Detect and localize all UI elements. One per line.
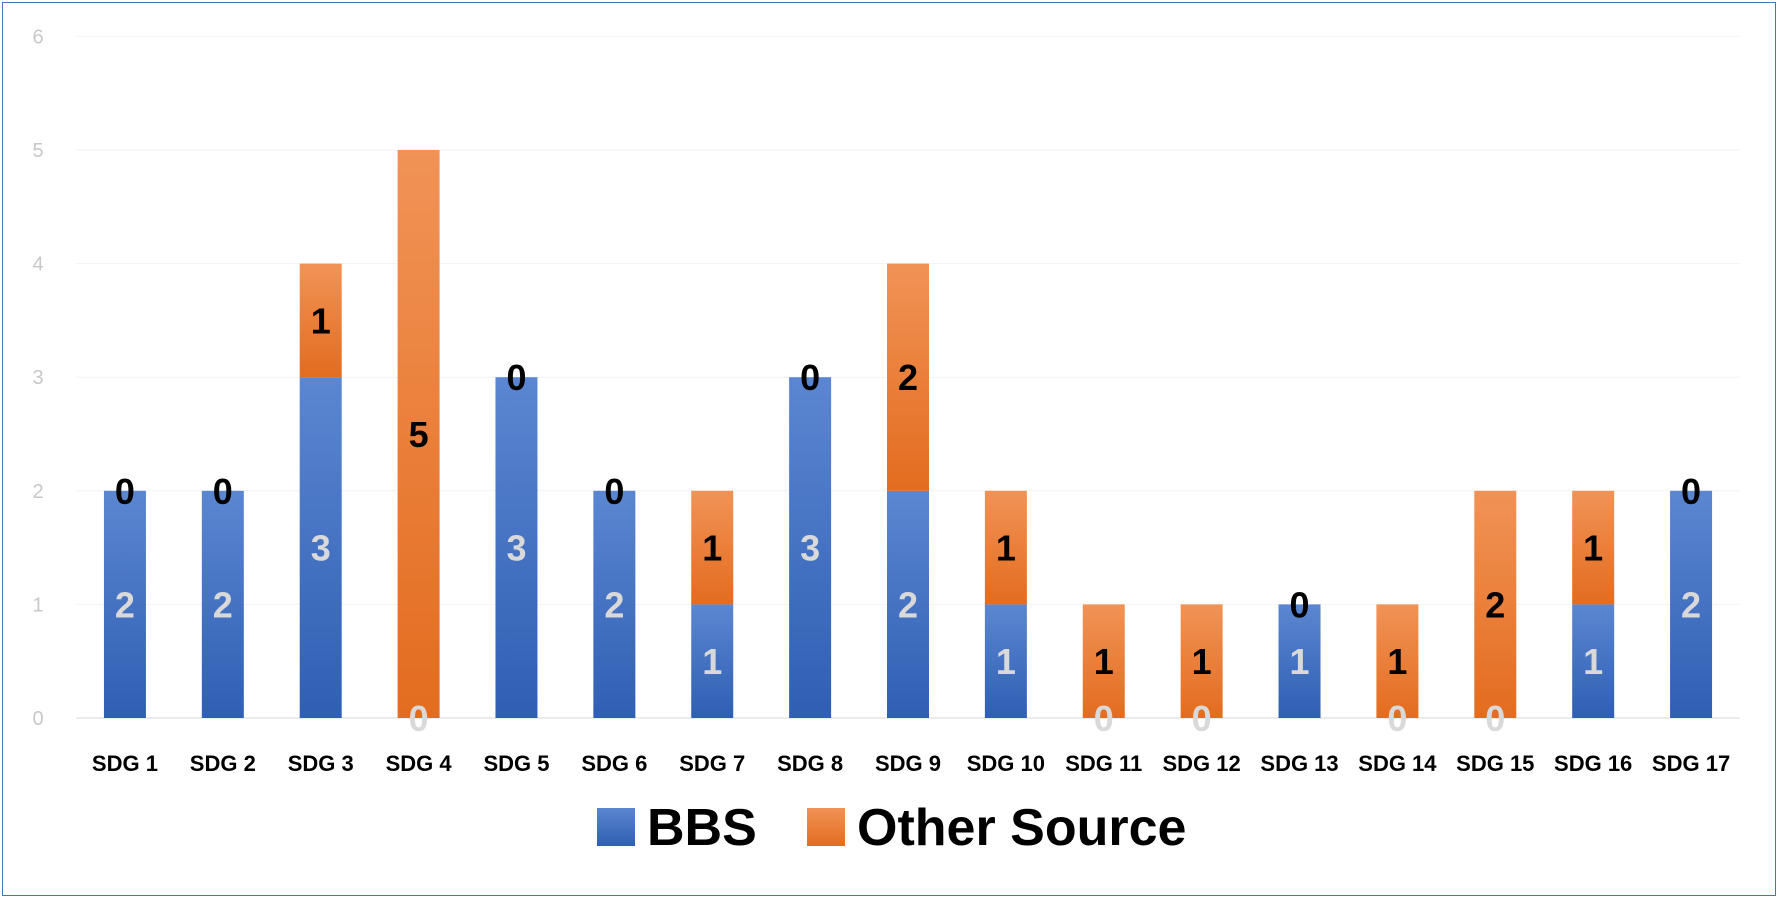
bars: [103, 150, 1713, 718]
data-label-bbs: 0: [1192, 698, 1212, 739]
legend-swatch-bbs: [597, 808, 635, 846]
data-label-other-source: 2: [898, 357, 918, 398]
data-label-bbs: 1: [1583, 641, 1603, 682]
bar-bbs: [1670, 490, 1713, 718]
bar-bbs: [887, 490, 929, 718]
bar-bbs: [593, 490, 636, 718]
bar-other-source: [397, 150, 440, 718]
legend-swatch-other-source: [807, 808, 845, 846]
data-label-bbs: 1: [1290, 641, 1310, 682]
data-labels: 2 0 2 0 3 1 0 5 3 0 2 0 1 1 3 0 2 2 1 1 0 1 0 1 1 0 0 1 0 2 1 1 2 0: [115, 300, 1701, 739]
legend: BBS Other Source: [597, 799, 1186, 857]
legend-label-bbs: BBS: [647, 799, 757, 857]
data-label-bbs: 2: [213, 584, 233, 625]
data-label-bbs: 2: [604, 584, 624, 625]
data-label-bbs: 1: [702, 641, 722, 682]
y-axis-ticks: 0 1 2 3 4 5 6: [32, 26, 43, 730]
data-label-bbs: 2: [898, 584, 918, 625]
bar-bbs: [103, 490, 146, 718]
data-label-bbs: 3: [311, 528, 331, 569]
data-label-other-source: 1: [996, 528, 1016, 569]
data-label-other-source: 0: [115, 471, 135, 512]
x-tick-label: SDG 14: [1358, 751, 1437, 776]
data-label-bbs: 2: [115, 584, 135, 625]
y-tick-label: 5: [32, 140, 43, 162]
y-tick-label: 6: [32, 26, 43, 48]
data-label-other-source: 5: [409, 414, 429, 455]
x-tick-label: SDG 5: [483, 751, 549, 776]
x-tick-label: SDG 17: [1652, 751, 1730, 776]
bar-other-source: [1572, 490, 1615, 605]
data-label-bbs: 3: [800, 528, 820, 569]
bar-bbs: [1278, 604, 1321, 718]
x-axis-ticks: SDG 1 SDG 2 SDG 3 SDG 4 SDG 5 SDG 6 SDG 7 SDG 8…: [92, 751, 1730, 776]
bar-other-source: [691, 490, 734, 605]
x-tick-label: SDG 12: [1163, 751, 1241, 776]
bar-other-source: [984, 490, 1027, 605]
x-tick-label: SDG 10: [967, 751, 1045, 776]
x-tick-label: SDG 16: [1554, 751, 1632, 776]
bar-bbs: [201, 490, 244, 718]
data-label-other-source: 0: [800, 357, 820, 398]
bar-other-source: [299, 263, 342, 378]
x-tick-label: SDG 7: [679, 751, 745, 776]
y-tick-label: 0: [32, 708, 43, 730]
data-label-other-source: 0: [506, 357, 526, 398]
data-label-bbs: 0: [1485, 698, 1505, 739]
data-label-other-source: 1: [702, 528, 722, 569]
x-tick-label: SDG 6: [581, 751, 647, 776]
data-label-bbs: 0: [1094, 698, 1114, 739]
data-label-bbs: 0: [1387, 698, 1407, 739]
x-tick-label: SDG 1: [92, 751, 158, 776]
x-tick-label: SDG 9: [875, 751, 941, 776]
data-label-other-source: 0: [604, 471, 624, 512]
data-label-bbs: 1: [996, 641, 1016, 682]
x-tick-label: SDG 15: [1456, 751, 1534, 776]
y-tick-label: 3: [32, 367, 43, 389]
x-tick-label: SDG 3: [288, 751, 354, 776]
y-tick-label: 1: [32, 594, 43, 616]
bar-other-source: [887, 263, 929, 491]
data-label-other-source: 1: [1192, 641, 1212, 682]
data-label-bbs: 3: [506, 528, 526, 569]
x-tick-label: SDG 13: [1260, 751, 1338, 776]
bar-bbs: [1572, 604, 1615, 718]
y-tick-label: 4: [32, 254, 43, 276]
data-label-other-source: 0: [1681, 471, 1701, 512]
legend-label-other-source: Other Source: [857, 799, 1186, 857]
bar-bbs: [789, 377, 832, 718]
data-label-other-source: 1: [1094, 641, 1114, 682]
bar-other-source: [1376, 604, 1419, 718]
data-label-other-source: 0: [213, 471, 233, 512]
data-label-other-source: 1: [311, 300, 331, 341]
x-tick-label: SDG 8: [777, 751, 843, 776]
bar-bbs: [495, 377, 538, 718]
data-label-bbs: 2: [1681, 584, 1701, 625]
data-label-other-source: 0: [1290, 584, 1310, 625]
x-tick-label: SDG 11: [1065, 751, 1142, 776]
data-label-other-source: 1: [1387, 641, 1407, 682]
data-label-bbs: 0: [409, 698, 429, 739]
data-label-other-source: 2: [1485, 584, 1505, 625]
bar-other-source: [1180, 604, 1223, 718]
bar-bbs: [984, 604, 1027, 718]
bar-bbs: [691, 604, 734, 718]
bar-other-source: [1474, 490, 1517, 718]
data-label-other-source: 1: [1583, 528, 1603, 569]
x-tick-label: SDG 4: [386, 751, 453, 776]
y-tick-label: 2: [32, 481, 43, 503]
bar-bbs: [299, 377, 342, 718]
x-tick-label: SDG 2: [190, 751, 256, 776]
bar-other-source: [1082, 604, 1125, 718]
